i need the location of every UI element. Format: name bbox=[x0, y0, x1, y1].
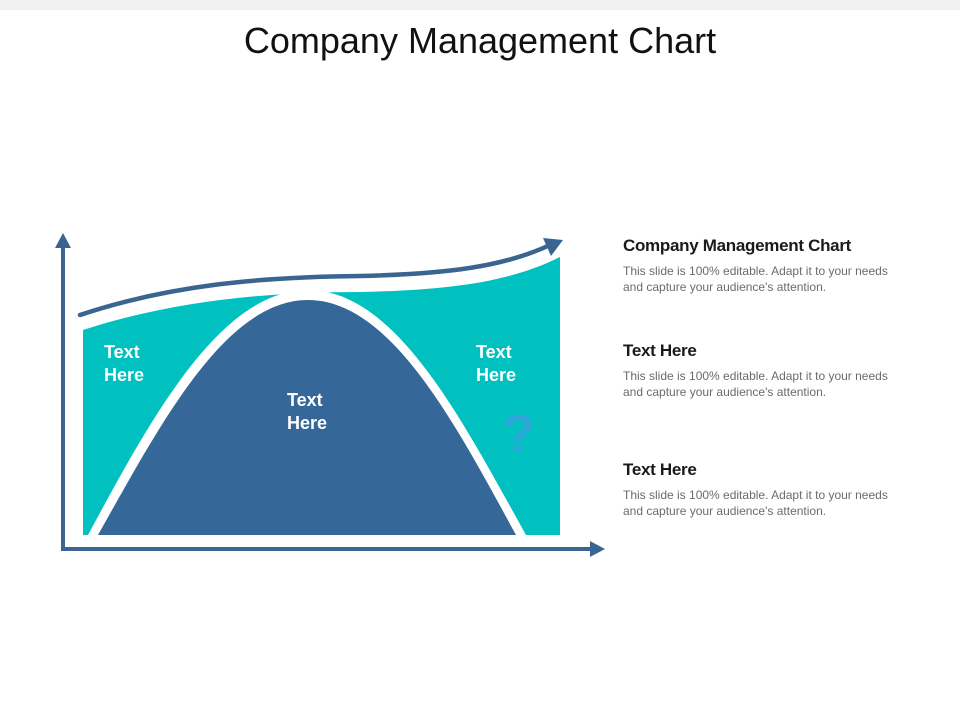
x-axis-arrow-icon bbox=[590, 541, 605, 557]
side-item-3: Text Here This slide is 100% editable. A… bbox=[623, 460, 923, 519]
bell-curve bbox=[98, 300, 516, 535]
side-item-1: Company Management Chart This slide is 1… bbox=[623, 236, 923, 295]
side-item-body: This slide is 100% editable. Adapt it to… bbox=[623, 488, 888, 518]
question-mark-icon: ? bbox=[502, 404, 535, 464]
top-strip bbox=[0, 0, 960, 10]
y-axis-arrow-icon bbox=[55, 233, 71, 248]
trend-arrow-head bbox=[543, 238, 563, 256]
trend-arrow-line bbox=[77, 242, 553, 318]
side-item-heading: Company Management Chart bbox=[623, 236, 852, 255]
page-title: Company Management Chart bbox=[243, 20, 717, 61]
right-area-label: Text Here bbox=[476, 342, 517, 385]
side-item-heading: Text Here bbox=[623, 341, 697, 360]
center-bell-label: Text Here bbox=[287, 390, 328, 433]
left-area-label: Text Here bbox=[104, 342, 145, 385]
side-item-body: This slide is 100% editable. Adapt it to… bbox=[623, 369, 888, 399]
side-item-2: Text Here This slide is 100% editable. A… bbox=[623, 341, 923, 400]
side-item-heading: Text Here bbox=[623, 460, 697, 479]
side-item-body: This slide is 100% editable. Adapt it to… bbox=[623, 264, 888, 294]
